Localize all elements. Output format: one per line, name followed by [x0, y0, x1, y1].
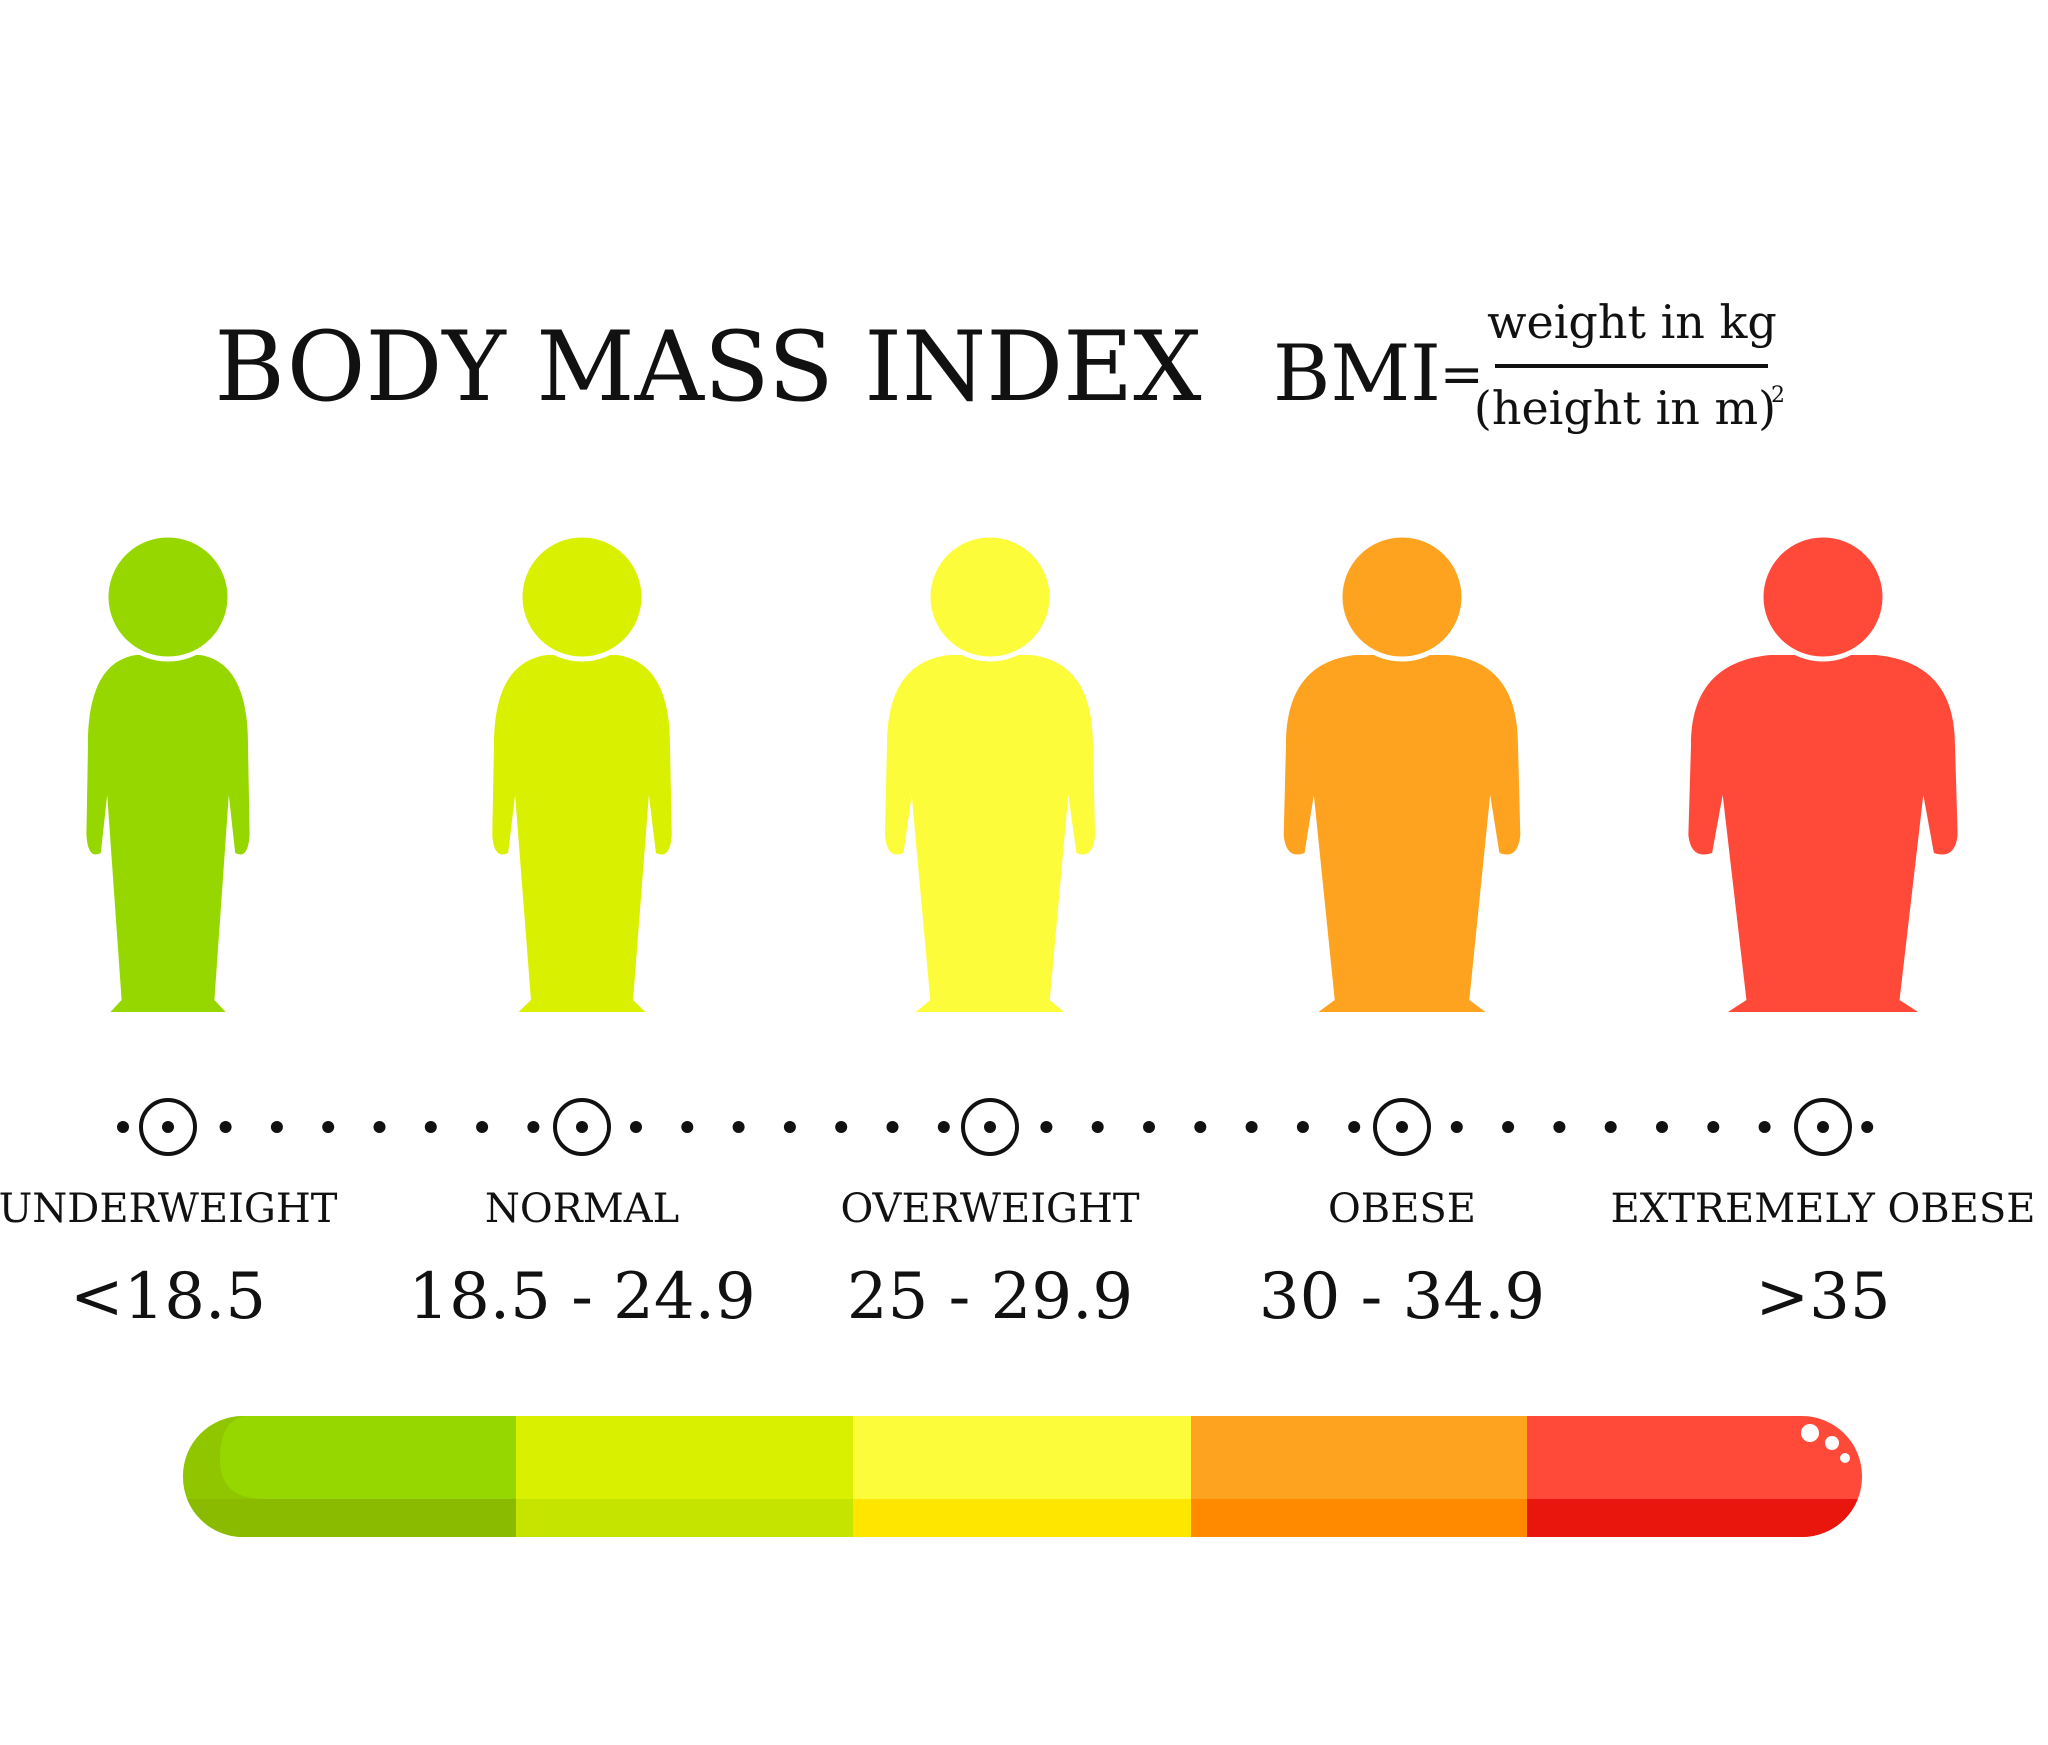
figure-body [86, 655, 250, 1012]
scale-dot [1040, 1121, 1053, 1133]
scale-dot [1502, 1121, 1515, 1133]
scale-dot [1707, 1121, 1720, 1133]
figure-head [925, 532, 1055, 662]
marker-dot [1396, 1121, 1408, 1133]
marker-dot [576, 1121, 588, 1133]
scale-dot [1861, 1121, 1874, 1133]
scale-dot [783, 1121, 796, 1133]
scale-dot [1143, 1121, 1155, 1133]
bar-highlight [1840, 1453, 1850, 1463]
figure-head [103, 532, 233, 662]
scale-dot [937, 1121, 950, 1133]
scale-dot [1450, 1121, 1463, 1133]
marker-ring [1373, 1098, 1431, 1156]
category-label: UNDERWEIGHT [0, 1186, 338, 1232]
marker-ring [139, 1098, 197, 1156]
scale-dot [1296, 1121, 1309, 1133]
category-range: 30 - 34.9 [1259, 1260, 1545, 1334]
bar-segment-shade [1527, 1499, 1862, 1537]
scale-dot [527, 1121, 540, 1133]
scale-dot [886, 1121, 899, 1133]
marker-dot [162, 1121, 174, 1133]
scale-dot [1656, 1121, 1668, 1133]
scale-dot [1091, 1121, 1104, 1133]
scale-dot [270, 1121, 283, 1133]
scale-dot [1194, 1121, 1207, 1133]
figure-head [1758, 532, 1888, 662]
figure-head [517, 532, 647, 662]
scale-dot [1245, 1121, 1258, 1133]
scale-dot [219, 1121, 232, 1133]
bar-segment-shade [1191, 1499, 1528, 1537]
scale-dot [681, 1121, 694, 1133]
bar-segment-shade [853, 1499, 1192, 1537]
category-label: EXTREMELY OBESE [1611, 1186, 2036, 1232]
bar-segment-shade [516, 1499, 854, 1537]
bar-left-shade [183, 1416, 516, 1537]
category-range: 25 - 29.9 [847, 1260, 1133, 1334]
scale-dot [1758, 1121, 1771, 1133]
scale-dot [1553, 1121, 1566, 1133]
marker-dot [984, 1121, 996, 1133]
figure-head [1337, 532, 1467, 662]
bmi-bar [183, 1416, 1862, 1537]
category-label: OVERWEIGHT [840, 1186, 1139, 1232]
category-range: <18.5 [70, 1260, 266, 1334]
formula-denominator: (height in m) [1474, 381, 1776, 435]
scale-dot [630, 1121, 642, 1133]
category-label: NORMAL [485, 1186, 679, 1232]
scale-dot [322, 1121, 335, 1133]
figure-body [1283, 655, 1521, 1012]
marker-ring [1794, 1098, 1852, 1156]
scale-dot [424, 1121, 437, 1133]
marker-ring [553, 1098, 611, 1156]
formula-exponent: 2 [1771, 383, 1785, 408]
formula-numerator: weight in kg [1487, 295, 1777, 349]
category-range: >35 [1755, 1260, 1890, 1334]
bar-highlight [1825, 1436, 1839, 1450]
figure-body [1688, 655, 1958, 1012]
category-label: OBESE [1328, 1186, 1476, 1232]
scale-dot [1348, 1121, 1361, 1133]
scale-dot [732, 1121, 745, 1133]
formula-equals: = [1440, 345, 1484, 405]
scale-dot [835, 1121, 848, 1133]
title: BODY MASS INDEX [214, 311, 1201, 423]
figure-body [492, 655, 672, 1012]
scale-dot [373, 1121, 386, 1133]
bar-highlight [1801, 1424, 1819, 1442]
scale-dot [117, 1121, 129, 1133]
marker-dot [1817, 1121, 1829, 1133]
scale-dot [476, 1121, 489, 1133]
figure-body [884, 655, 1096, 1012]
scale-dot [1604, 1121, 1617, 1133]
formula-lhs: BMI [1273, 329, 1441, 419]
category-range: 18.5 - 24.9 [408, 1260, 755, 1334]
marker-ring [961, 1098, 1019, 1156]
